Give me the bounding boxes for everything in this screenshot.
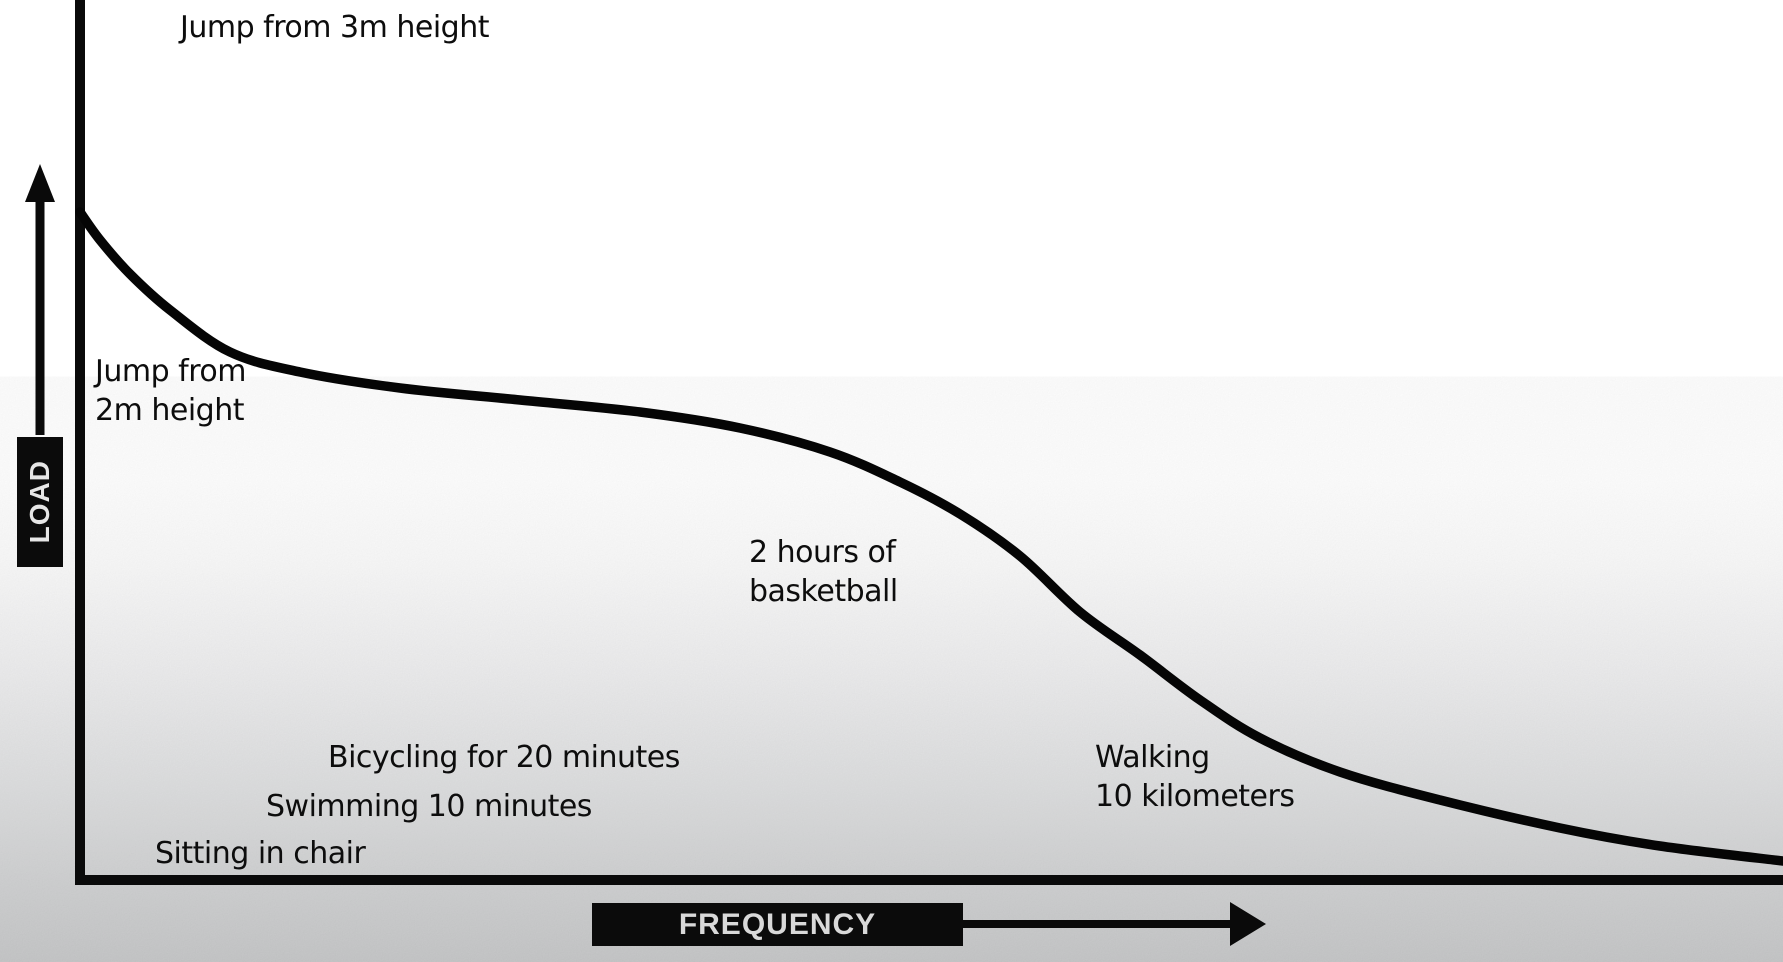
- annotation-walking: Walking 10 kilometers: [1095, 740, 1295, 814]
- load-axis-arrow: [25, 164, 55, 435]
- x-axis-label-box: FREQUENCY: [592, 903, 963, 946]
- annotation-bicycling: Bicycling for 20 minutes: [328, 740, 680, 775]
- up-arrowhead-icon: [25, 164, 55, 202]
- frequency-axis-arrow: [963, 902, 1266, 946]
- annotation-jump-3m: Jump from 3m height: [180, 10, 490, 45]
- y-axis-label-box: LOAD: [17, 437, 63, 567]
- background-grain-texture: [0, 430, 1783, 962]
- annotation-jump-2m: Jump from 2m height: [95, 354, 246, 428]
- tolerance-curve: [75, 207, 1783, 866]
- annotation-sitting: Sitting in chair: [155, 836, 366, 871]
- y-axis-label: LOAD: [24, 460, 55, 544]
- x-axis-label: FREQUENCY: [678, 907, 877, 941]
- annotation-swimming: Swimming 10 minutes: [266, 789, 592, 824]
- annotation-basketball: 2 hours of basketball: [749, 535, 898, 609]
- right-arrowhead-icon: [1230, 902, 1266, 946]
